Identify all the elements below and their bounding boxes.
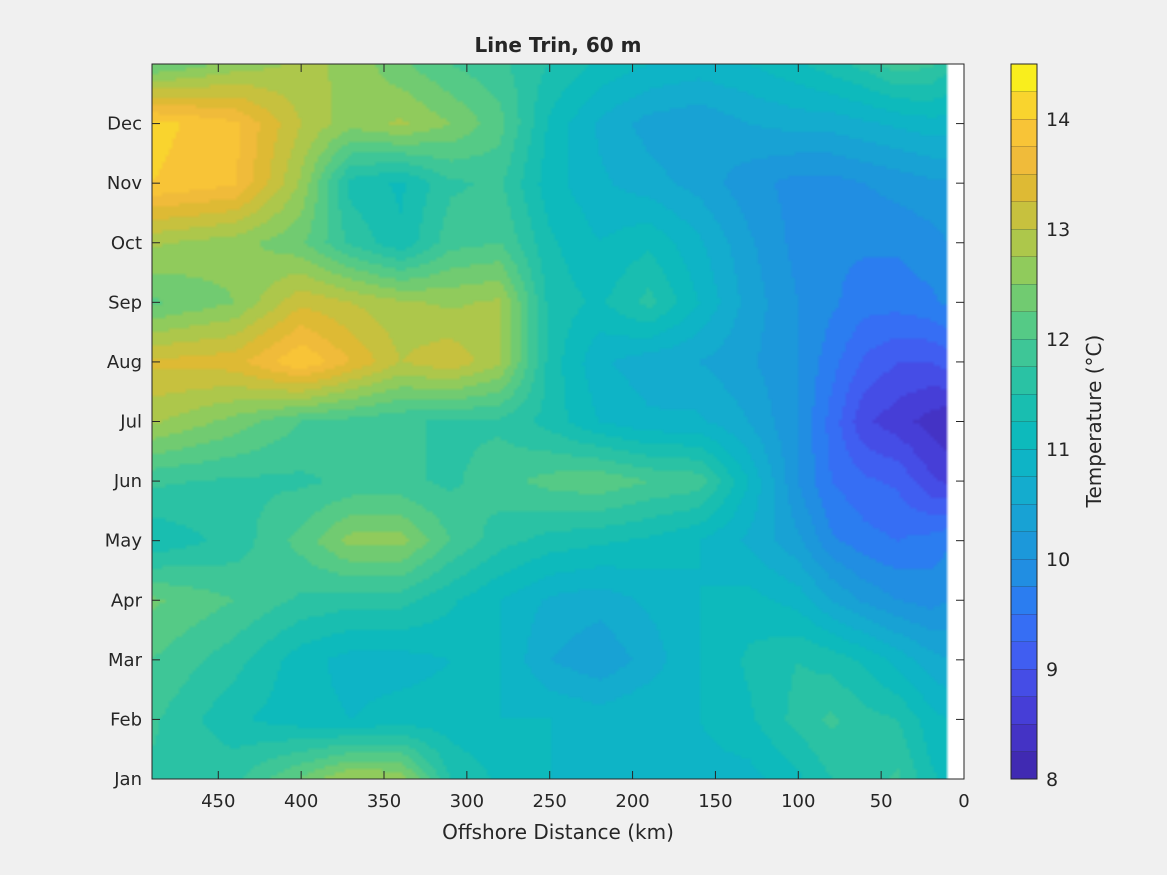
contour-raster bbox=[152, 64, 964, 779]
colorbar-level bbox=[1011, 641, 1037, 669]
y-tick-label: Nov bbox=[107, 173, 142, 194]
y-tick-label: May bbox=[105, 531, 143, 552]
colorbar-level bbox=[1011, 421, 1037, 449]
y-tick-label: Oct bbox=[111, 233, 142, 254]
y-tick-label: Jan bbox=[113, 769, 142, 790]
colorbar-level bbox=[1011, 559, 1037, 587]
colorbar-level bbox=[1011, 531, 1037, 559]
x-tick-label: 50 bbox=[870, 791, 893, 812]
colorbar-tick-label: 11 bbox=[1046, 439, 1070, 461]
colorbar-label: Temperature (°C) bbox=[1082, 335, 1106, 509]
colorbar-tick-label: 13 bbox=[1046, 219, 1070, 241]
colorbar-level bbox=[1011, 394, 1037, 422]
colorbar-tick-label: 9 bbox=[1046, 659, 1058, 681]
temperature-contour-field bbox=[152, 64, 964, 779]
colorbar-level bbox=[1011, 91, 1037, 119]
y-tick-label: Sep bbox=[108, 292, 142, 313]
colorbar-level bbox=[1011, 696, 1037, 724]
x-tick-label: 350 bbox=[367, 791, 401, 812]
x-tick-label: 400 bbox=[284, 791, 318, 812]
x-tick-label: 250 bbox=[533, 791, 567, 812]
colorbar-level bbox=[1011, 614, 1037, 642]
colorbar-level bbox=[1011, 284, 1037, 312]
chart-title: Line Trin, 60 m bbox=[475, 33, 642, 57]
x-tick-label: 0 bbox=[958, 791, 969, 812]
colorbar-level bbox=[1011, 64, 1037, 92]
colorbar-level bbox=[1011, 174, 1037, 202]
colorbar-level bbox=[1011, 449, 1037, 477]
colorbar-level bbox=[1011, 339, 1037, 367]
colorbar-level bbox=[1011, 146, 1037, 174]
colorbar-level bbox=[1011, 586, 1037, 614]
x-axis-label: Offshore Distance (km) bbox=[442, 820, 674, 844]
colorbar-level bbox=[1011, 256, 1037, 284]
colorbar-tick-label: 14 bbox=[1046, 109, 1070, 131]
y-tick-label: Mar bbox=[108, 650, 143, 671]
colorbar-level bbox=[1011, 119, 1037, 147]
colorbar-tick-label: 12 bbox=[1046, 329, 1070, 351]
x-tick-label: 450 bbox=[201, 791, 235, 812]
x-tick-label: 300 bbox=[450, 791, 484, 812]
y-tick-label: Apr bbox=[111, 590, 143, 611]
colorbar-level bbox=[1011, 311, 1037, 339]
y-tick-label: Dec bbox=[107, 114, 142, 135]
x-tick-label: 150 bbox=[698, 791, 732, 812]
x-tick-label: 200 bbox=[615, 791, 649, 812]
colorbar: 8 9 10 11 12 13 14 bbox=[1010, 63, 1070, 791]
y-axis-ticks: Jan Feb Mar Apr May Jun Jul Aug Sep Oct Nov Dec bbox=[105, 114, 964, 790]
y-tick-label: Feb bbox=[110, 709, 142, 730]
colorbar-level bbox=[1011, 229, 1037, 257]
colorbar-level bbox=[1011, 366, 1037, 394]
y-tick-label: Aug bbox=[107, 352, 142, 373]
colorbar-frame bbox=[1010, 63, 1038, 780]
colorbar-level bbox=[1011, 724, 1037, 752]
x-tick-label: 100 bbox=[781, 791, 815, 812]
x-axis-ticks: 450 400 350 300 250 200 150 100 50 0 bbox=[201, 64, 970, 812]
colorbar-level bbox=[1011, 476, 1037, 504]
colorbar-level bbox=[1011, 201, 1037, 229]
colorbar-tick-label: 10 bbox=[1046, 549, 1070, 571]
colorbar-tick-label: 8 bbox=[1046, 769, 1058, 791]
colorbar-level bbox=[1011, 504, 1037, 532]
y-tick-label: Jun bbox=[113, 471, 142, 492]
colorbar-level bbox=[1011, 669, 1037, 697]
colorbar-level bbox=[1011, 751, 1037, 779]
y-tick-label: Jul bbox=[119, 412, 142, 433]
